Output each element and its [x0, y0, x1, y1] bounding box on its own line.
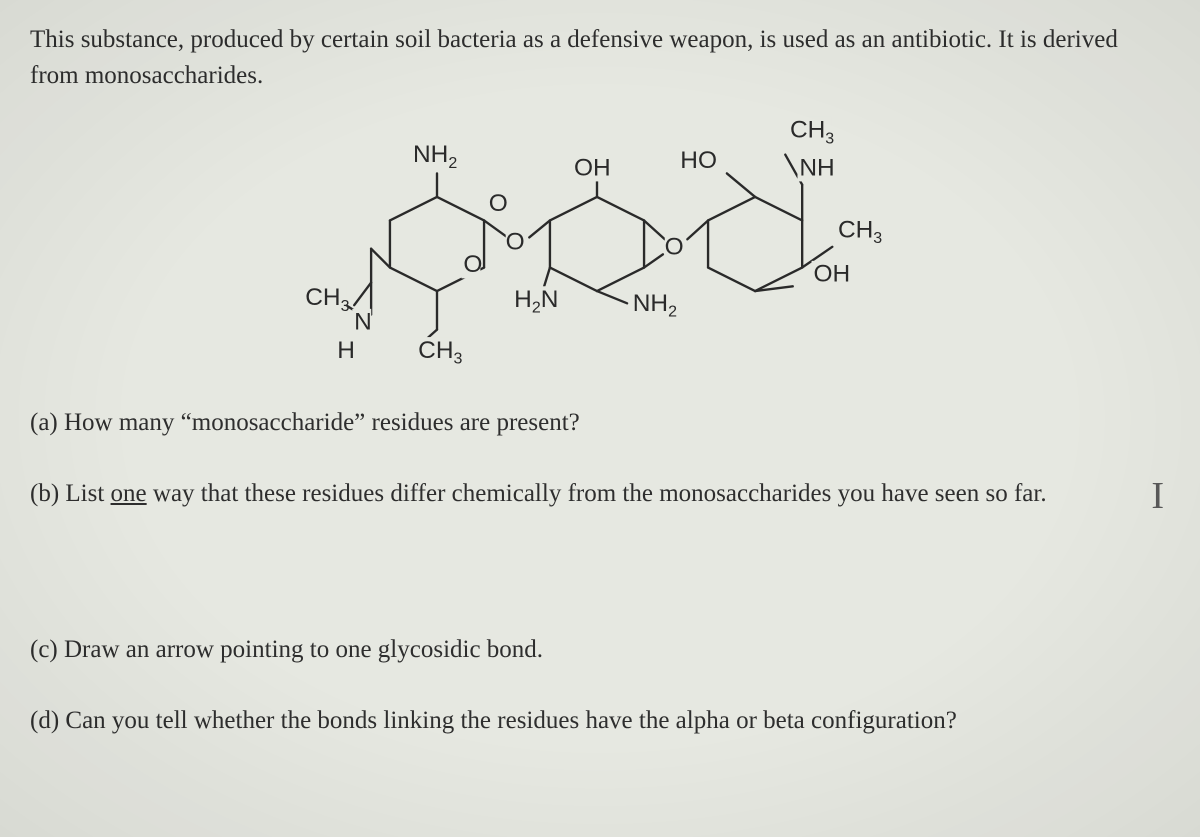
svg-text:H: H [337, 336, 355, 363]
molecule-structure: OONH2OHHOCH3NHCH3OHNH2H2NOOCH3NHCH3 [277, 109, 917, 379]
question-b: (b) List one way that these residues dif… [30, 476, 1143, 512]
svg-text:HO: HO [680, 146, 717, 173]
text-cursor-icon: I [1151, 470, 1164, 524]
molecule-svg: OONH2OHHOCH3NHCH3OHNH2H2NOOCH3NHCH3 [277, 109, 917, 379]
question-b-row: (b) List one way that these residues dif… [30, 476, 1164, 524]
svg-text:O: O [665, 233, 684, 260]
svg-text:N: N [354, 308, 372, 335]
intro-text: This substance, produced by certain soil… [30, 22, 1164, 95]
svg-text:O: O [506, 228, 525, 255]
question-c: (c) Draw an arrow pointing to one glycos… [30, 632, 1164, 668]
question-a: (a) How many “monosaccharide” residues a… [30, 405, 1164, 441]
svg-text:NH: NH [799, 154, 834, 181]
question-b-suffix: way that these residues differ chemicall… [147, 480, 1047, 507]
spacer [30, 560, 1164, 632]
svg-text:OH: OH [574, 154, 611, 181]
question-d: (d) Can you tell whether the bonds linki… [30, 703, 1164, 739]
svg-text:O: O [489, 190, 508, 217]
svg-text:OH: OH [813, 260, 850, 287]
svg-text:O: O [463, 251, 482, 278]
question-b-prefix: (b) List [30, 480, 111, 507]
question-b-underlined: one [111, 480, 147, 507]
